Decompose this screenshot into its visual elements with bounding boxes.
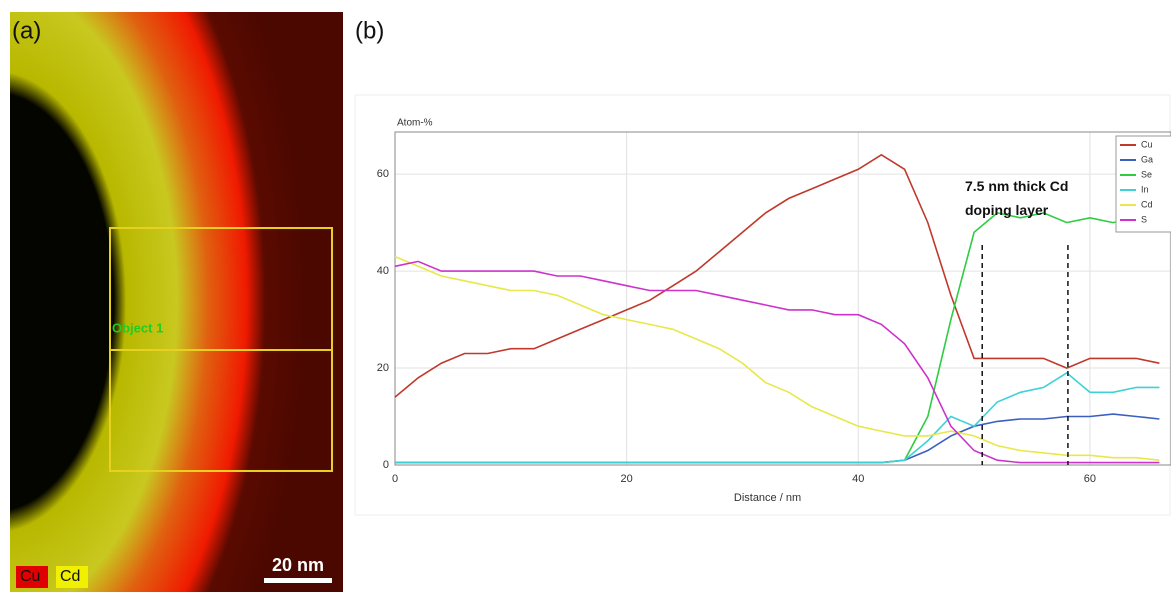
scale-bar	[264, 578, 332, 583]
legend-text: Cd	[60, 568, 80, 585]
series-line	[394, 260, 1160, 464]
plot-border	[394, 131, 1171, 466]
panel-label: (b)	[355, 17, 384, 44]
legend-box	[1115, 135, 1171, 233]
series-line	[394, 153, 1160, 398]
y-tick-label: 40	[377, 265, 389, 277]
y-tick-label: 20	[377, 362, 389, 374]
y-tick-label: 0	[383, 459, 389, 471]
legend-label: Cd	[1141, 199, 1153, 209]
y-axis-label: Atom-%	[397, 118, 433, 129]
x-tick-label: 60	[1084, 473, 1096, 485]
legend-swatch	[16, 566, 48, 588]
x-tick-label: 20	[621, 473, 633, 485]
legend-label: Se	[1141, 169, 1152, 179]
annotation: 7.5 nm thick Cd doping layer	[965, 178, 1068, 218]
legend-label: S	[1141, 214, 1147, 224]
legend-swatch	[56, 566, 88, 588]
y-tick-label: 60	[377, 168, 389, 180]
legend-label: Cu	[1141, 139, 1153, 149]
x-axis-label: Distance / nm	[734, 492, 801, 504]
x-tick-label: 0	[392, 473, 398, 485]
x-tick-label: 40	[852, 473, 864, 485]
series-line	[394, 255, 1160, 461]
legend-label: Ga	[1141, 154, 1153, 164]
series-line	[395, 371, 1160, 464]
legend-text: Cu	[20, 568, 40, 585]
scale-label: 20 nm	[272, 555, 324, 575]
object-label: Object 1	[112, 320, 163, 335]
eds-map	[10, 12, 343, 592]
panel-label: (a)	[12, 17, 41, 44]
legend-label: In	[1141, 184, 1149, 194]
